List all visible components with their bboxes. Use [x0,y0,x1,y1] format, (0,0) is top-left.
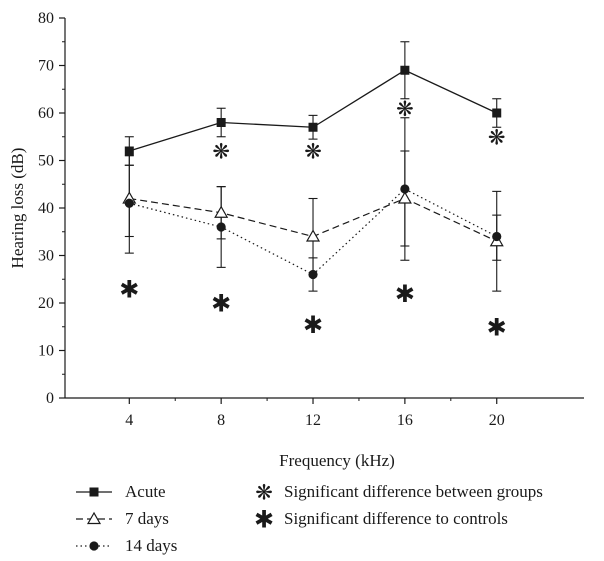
data-point-14-days [308,269,318,280]
controls-marker: ✱ [395,282,415,308]
data-point-acute [124,146,134,156]
series-markers [122,65,504,280]
y-tick-label: 20 [38,295,54,312]
legend-label-7-days: 7 days [125,509,169,528]
error-bars [124,41,502,292]
data-point-7-days [305,229,321,242]
legend-marker-7-days [86,511,102,525]
data-point-acute [308,122,318,132]
between-groups-marker: ❋ [488,125,506,149]
between-groups-marker: ❋ [396,97,414,121]
legend-to-controls-label: Significant difference to controls [284,509,508,528]
data-point-7-days [214,205,229,218]
x-tick-label: 12 [305,412,321,429]
data-point-14-days [492,231,502,242]
legend: Acute 7 days 14 days ❋ Significant differenc… [76,481,543,555]
legend-marker-14-days [89,541,99,551]
data-point-acute [400,65,410,75]
controls-marker: ✱ [487,315,507,341]
x-tick-label: 4 [125,412,133,429]
x-axis-label: Frequency (kHz) [279,451,395,470]
legend-to-controls-symbol: ✱ [254,508,274,534]
data-point-7-days [397,191,412,204]
data-point-14-days [400,184,410,194]
significance-annotations: ❋ ❋ ❋ ❋ ✱ ✱ ✱ ✱ ✱ [119,97,507,342]
legend-label-14-days: 14 days [125,536,177,555]
y-tick-label: 30 [38,248,54,265]
y-tick-label: 10 [38,343,54,360]
y-tick-label: 70 [38,58,54,75]
legend-marker-acute [89,487,99,497]
x-tick-label: 16 [397,412,413,429]
legend-between-groups-label: Significant difference between groups [284,482,543,501]
x-tick-label: 20 [489,412,505,429]
legend-between-groups-symbol: ❋ [255,481,273,505]
between-groups-marker: ❋ [212,140,230,164]
controls-marker: ✱ [119,277,139,303]
data-point-14-days [124,198,134,208]
y-axis-label: Hearing loss (dB) [8,148,27,269]
data-point-acute [492,108,502,118]
legend-label-acute: Acute [125,482,166,501]
data-point-acute [216,118,226,127]
data-point-14-days [216,222,226,232]
between-groups-marker: ❋ [304,140,322,164]
y-tick-label: 0 [46,390,54,407]
controls-marker: ✱ [211,292,231,318]
chart-axes: 0 10 20 30 40 50 60 70 80 4 8 12 16 20 [38,10,584,429]
x-tick-label: 8 [217,412,225,429]
y-tick-label: 60 [38,105,54,122]
y-tick-label: 50 [38,153,54,170]
y-tick-label: 80 [38,10,54,27]
y-tick-label: 40 [38,200,54,217]
controls-marker: ✱ [303,313,323,339]
